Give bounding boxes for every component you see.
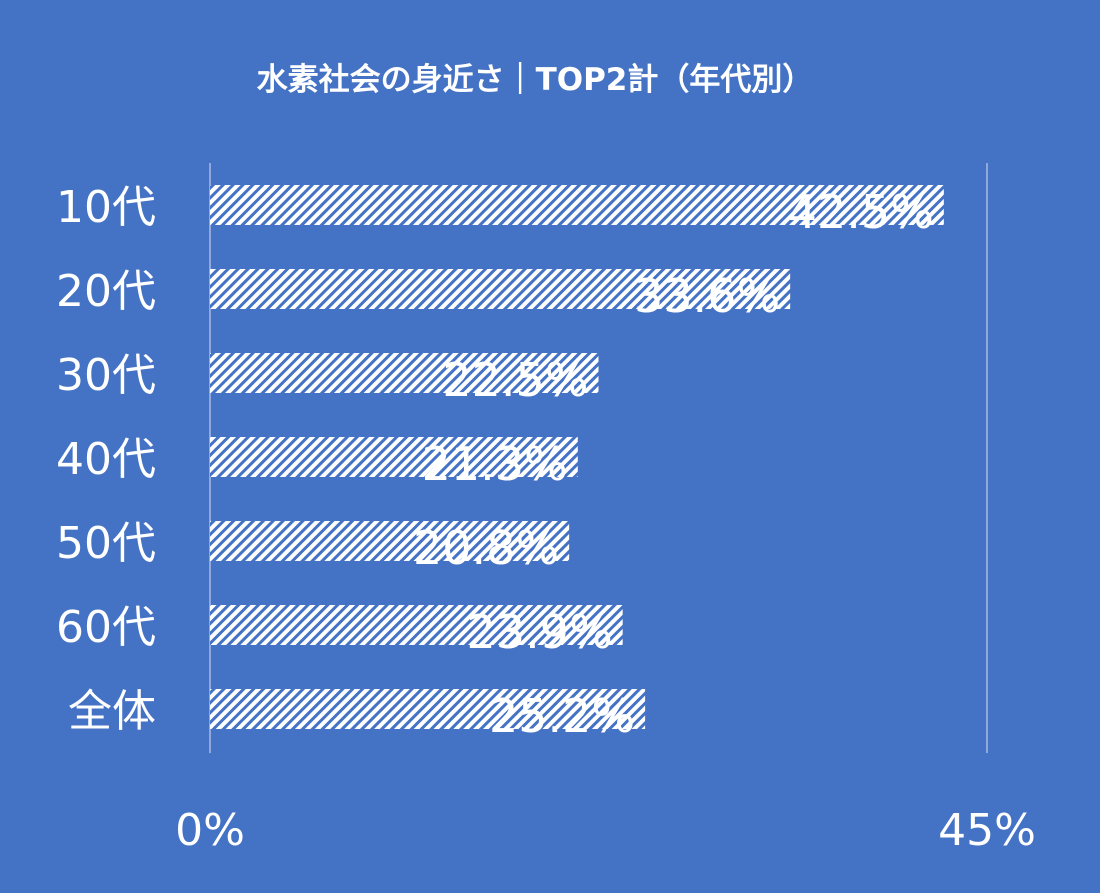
bar-6 <box>210 605 623 645</box>
data-label-1: 42.5% <box>788 185 934 239</box>
bar-5 <box>210 521 570 561</box>
data-label-7: 25.2% <box>489 689 635 743</box>
bar-2 <box>210 269 791 309</box>
category-label-7: 全体 <box>68 686 156 737</box>
data-label-3: 22.5% <box>442 353 588 407</box>
category-label-1: 10代 <box>56 182 156 233</box>
bar-7 <box>210 689 646 729</box>
data-label-5: 20.8% <box>413 521 559 575</box>
axis-layer: 0% 45% <box>175 805 1036 856</box>
chart-title: 水素社会の身近さ｜TOP2計（年代別） <box>257 62 814 98</box>
category-label-5: 50代 <box>56 518 156 569</box>
x-tick-label-1: 0% <box>175 805 245 856</box>
label-layer: 10代 42.5% 20代 33.6% 30代 22.5% 40代 21.3% 50代 20.8%… <box>56 182 934 743</box>
bar-1 <box>210 185 944 225</box>
category-label-4: 40代 <box>56 434 156 485</box>
data-label-4: 21.3% <box>422 437 568 491</box>
data-label-6: 23.9% <box>467 605 613 659</box>
bar-4 <box>210 437 578 477</box>
category-label-2: 20代 <box>56 266 156 317</box>
x-tick-label-2: 45% <box>938 805 1036 856</box>
bar-layer <box>210 185 944 729</box>
category-label-6: 60代 <box>56 602 156 653</box>
data-label-2: 33.6% <box>634 269 780 323</box>
bar-3 <box>210 353 599 393</box>
category-label-3: 30代 <box>56 350 156 401</box>
